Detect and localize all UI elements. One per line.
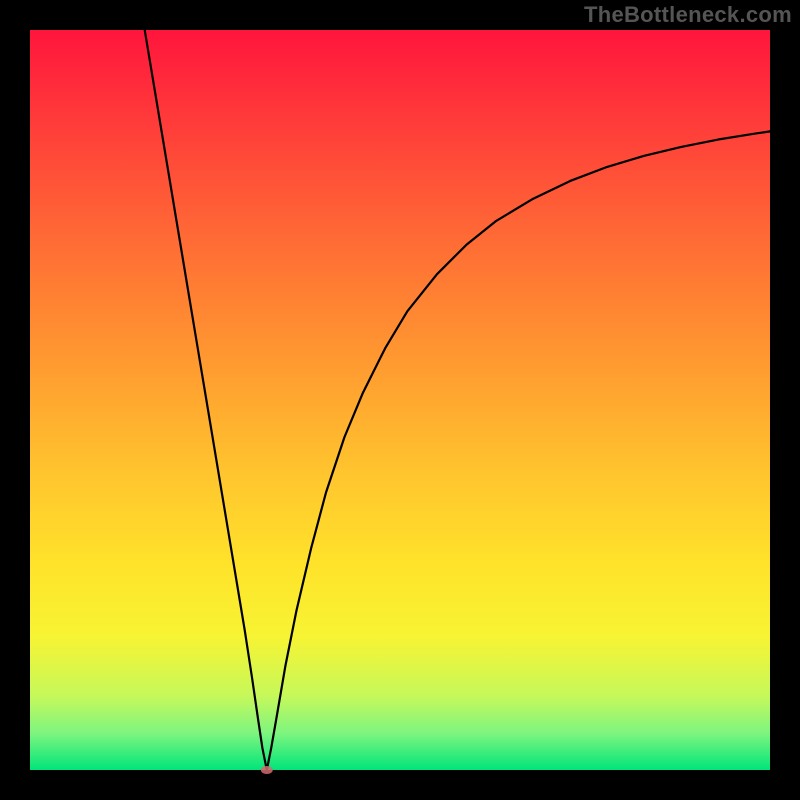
minimum-marker: [261, 766, 273, 774]
chart-container: TheBottleneck.com: [0, 0, 800, 800]
plot-background: [30, 30, 770, 770]
bottleneck-chart: [0, 0, 800, 800]
watermark-text: TheBottleneck.com: [584, 2, 792, 28]
